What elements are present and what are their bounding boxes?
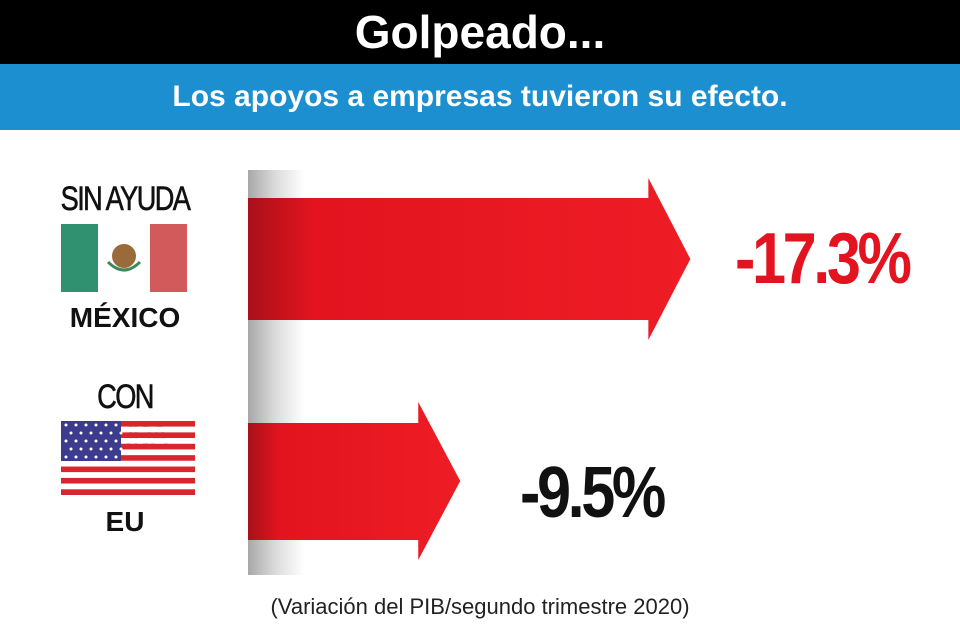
value-label-usa: -9.5% xyxy=(520,453,666,533)
bar-arrow-1 xyxy=(248,402,461,560)
usa-flag-icon xyxy=(61,421,195,495)
bar-arrow-0 xyxy=(248,178,691,340)
category-label-mexico: MÉXICO xyxy=(69,302,181,333)
page-title: Golpeado... xyxy=(0,0,960,64)
group-label-mexico: SIN AYUDA xyxy=(60,180,191,219)
category-label-usa: EU xyxy=(105,506,145,537)
value-label-mexico: -17.3% xyxy=(735,219,912,299)
footnote: (Variación del PIB/segundo trimestre 202… xyxy=(270,594,690,619)
mexico-flag-icon xyxy=(61,224,187,292)
subtitle: Los apoyos a empresas tuvieron su efecto… xyxy=(0,64,960,130)
